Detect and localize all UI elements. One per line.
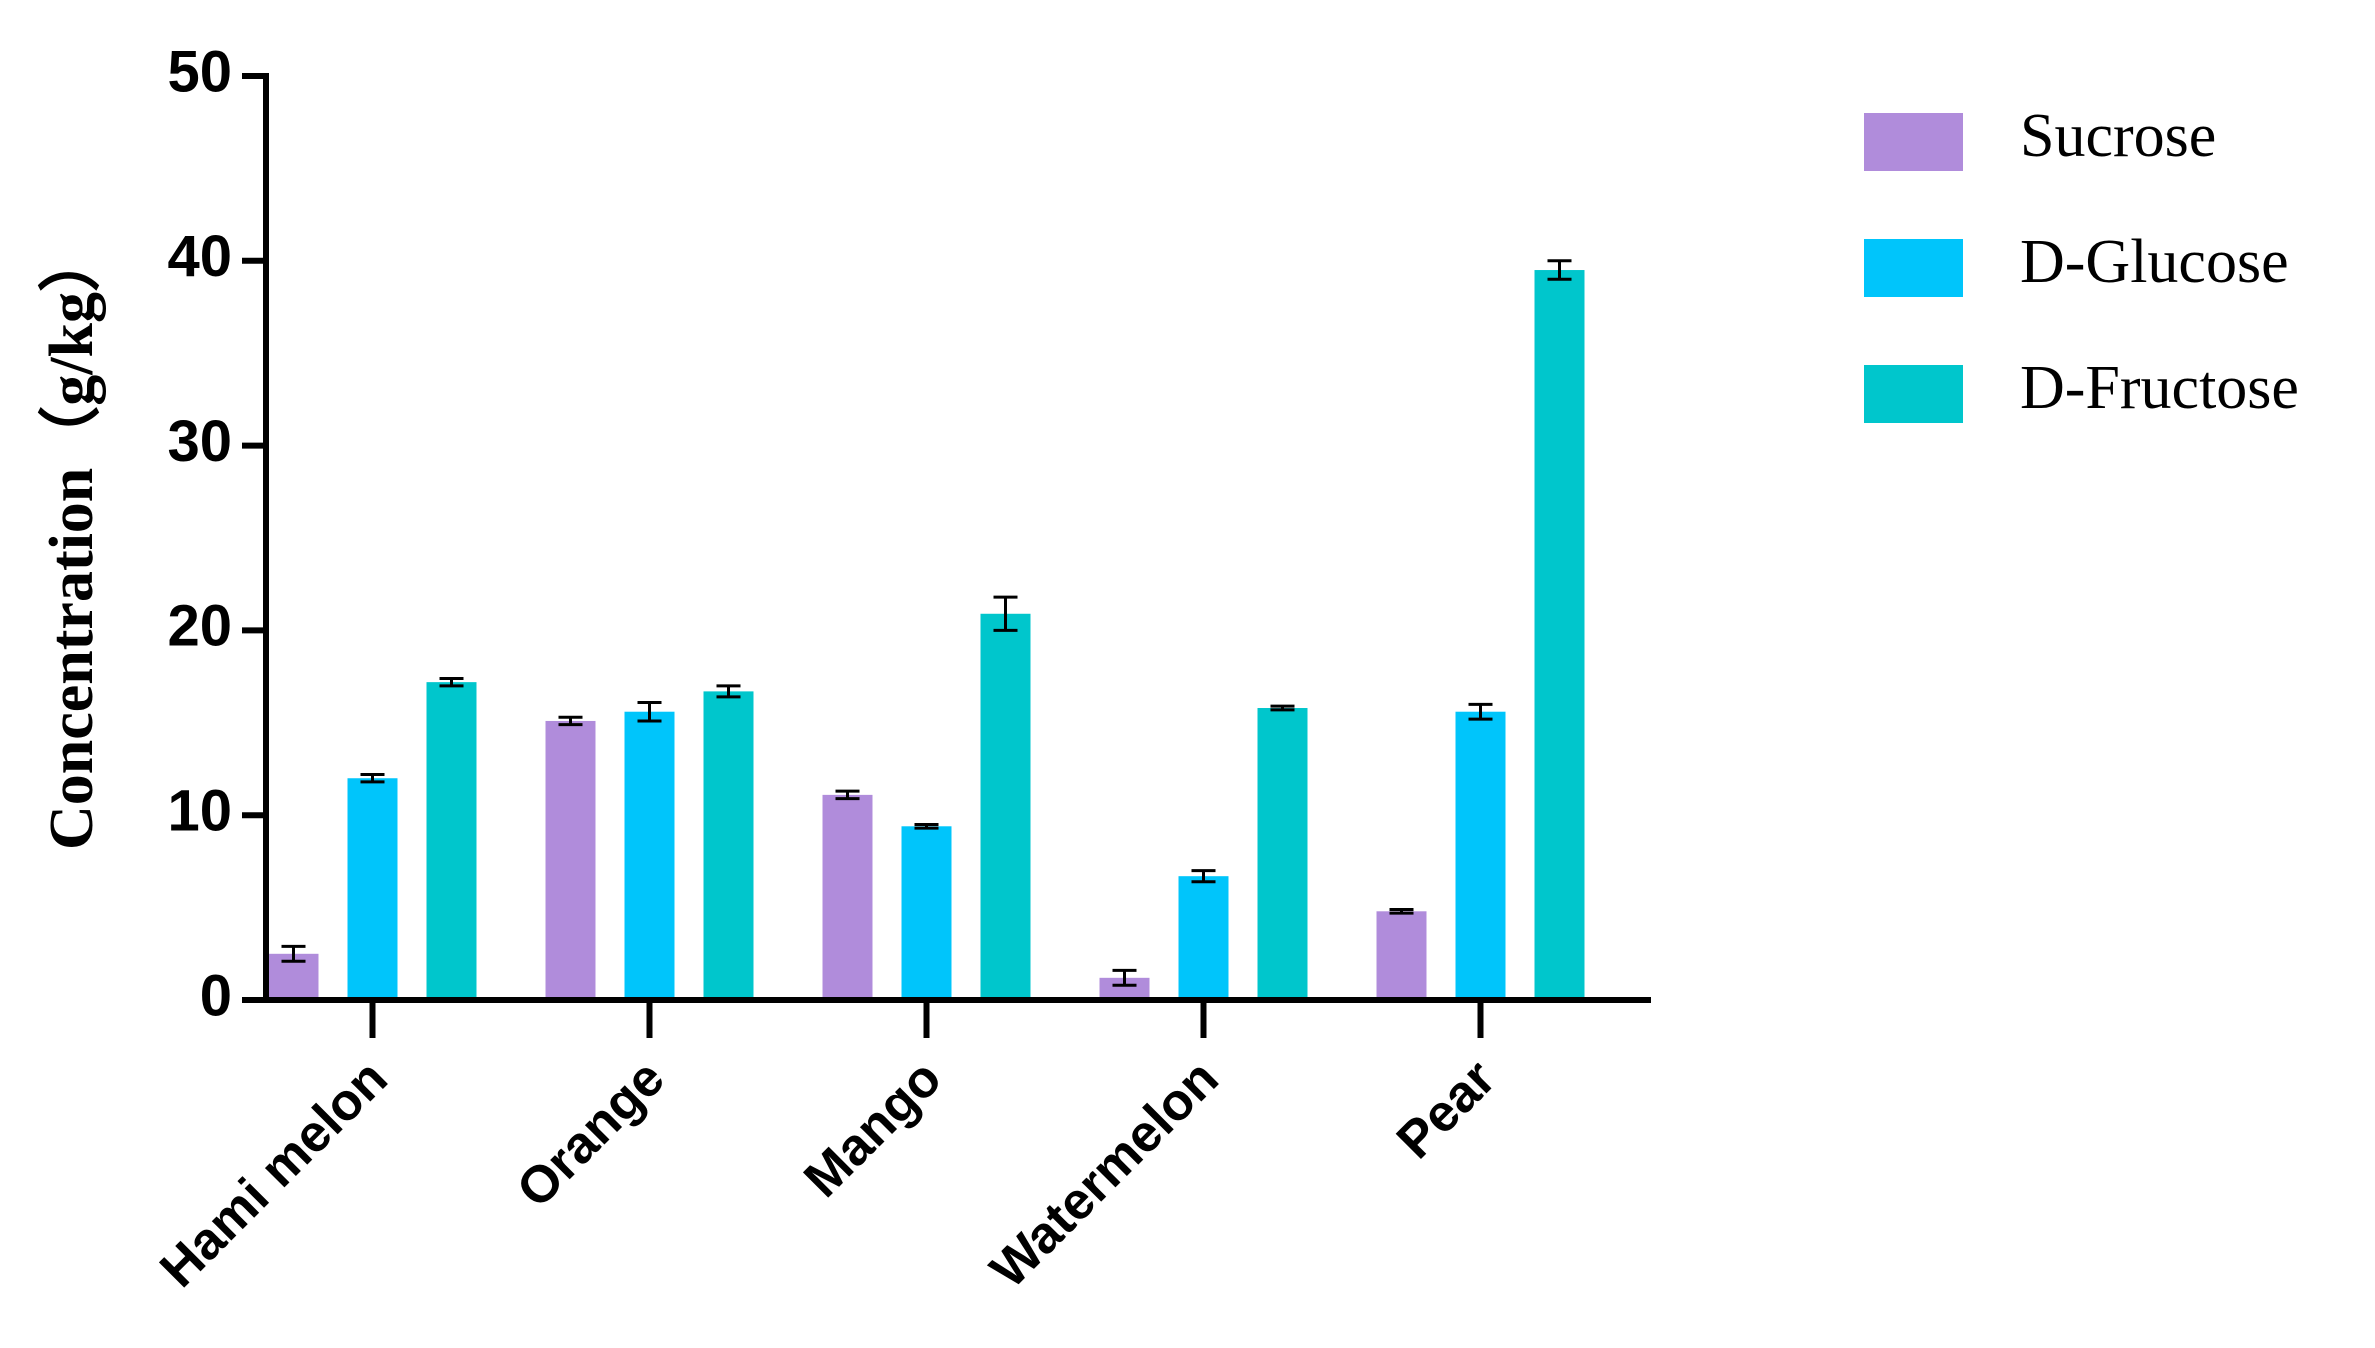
y-tick-label: 0: [200, 963, 232, 1028]
bar: [1534, 270, 1585, 1000]
bar: [624, 711, 675, 1000]
error-bar: [1468, 702, 1493, 721]
error-bar: [281, 944, 306, 963]
bar: [822, 794, 873, 1000]
error-bar: [1270, 704, 1295, 712]
error-bar: [1547, 259, 1572, 281]
error-bar: [558, 715, 583, 727]
bar: [1376, 911, 1427, 1000]
y-tick-label: 50: [167, 39, 232, 104]
y-tick-label: 10: [167, 779, 232, 844]
error-bar: [439, 676, 464, 688]
bar: [703, 691, 754, 1000]
legend-swatch: [1864, 239, 1963, 297]
x-tick-label: Hami melon: [149, 1049, 398, 1298]
y-axis-label: Concentration（g/kg）: [36, 230, 106, 850]
legend-swatch: [1864, 365, 1963, 423]
bar: [901, 826, 952, 1000]
bar: [980, 613, 1031, 1000]
bar: [1455, 711, 1506, 1000]
error-bar: [360, 773, 385, 784]
error-bar: [914, 822, 939, 830]
bar: [347, 778, 398, 1000]
x-tick-label: Orange: [506, 1049, 676, 1219]
error-bar: [716, 684, 741, 699]
error-bar: [993, 595, 1018, 632]
legend-label: D-Glucose: [2020, 228, 2289, 296]
legend-label: D-Fructose: [2020, 354, 2299, 422]
x-tick-label: Mango: [793, 1049, 952, 1208]
legend-label: Sucrose: [2020, 102, 2216, 170]
bar: [426, 682, 477, 1000]
y-tick-label: 40: [167, 224, 232, 289]
error-bar: [1112, 968, 1137, 987]
x-tick-label: Pear: [1386, 1049, 1507, 1170]
error-bar: [835, 789, 860, 801]
error-bar: [1191, 869, 1216, 884]
x-tick-label: Watermelon: [980, 1049, 1230, 1299]
bar: [545, 720, 596, 1000]
legend-swatch: [1864, 113, 1963, 171]
y-tick-label: 30: [167, 409, 232, 474]
error-bar: [637, 700, 662, 723]
error-bar: [1389, 907, 1414, 915]
bar: [1099, 977, 1150, 1000]
y-tick-label: 20: [167, 594, 232, 659]
bar: [1257, 708, 1308, 1000]
bar: [1178, 876, 1229, 1000]
